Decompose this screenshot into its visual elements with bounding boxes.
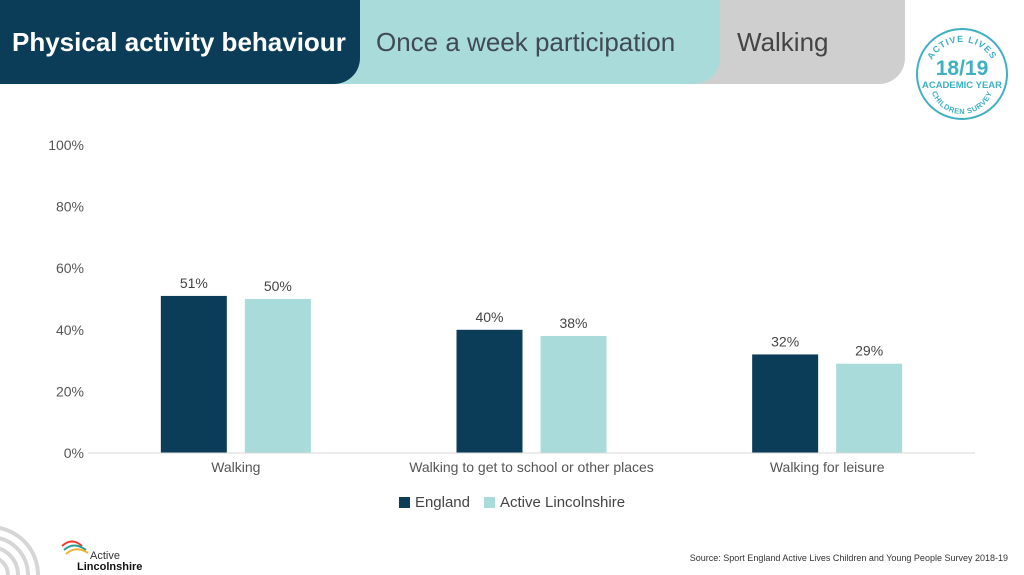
source-note: Source: Sport England Active Lives Child… — [689, 553, 1008, 563]
y-tick-label: 80% — [56, 199, 84, 215]
brand-text-lincolnshire: Lincolnshire — [77, 561, 143, 573]
legend-label-england: England — [414, 494, 470, 511]
data-label: 38% — [559, 315, 587, 331]
legend-item-england: England — [398, 494, 470, 511]
bar-active-lincolnshire — [836, 363, 903, 453]
data-label: 50% — [264, 278, 292, 294]
bar-chart: 0% 20% 40% 60% 80% 100% 51% 50% 40% 38% 32% 29% Wa… — [48, 137, 975, 475]
legend-swatch-active-lincolnshire — [484, 497, 495, 508]
bar-active-lincolnshire — [244, 299, 311, 453]
data-label: 51% — [180, 275, 208, 291]
bar-group: 51% 50% 40% 38% 32% 29% — [160, 275, 903, 453]
chart-legend: England Active Lincolnshire — [0, 494, 1024, 511]
y-tick-label: 0% — [64, 445, 84, 461]
legend-item-active-lincolnshire: Active Lincolnshire — [484, 494, 625, 511]
x-tick-label: Walking — [211, 459, 260, 475]
x-tick-label: Walking for leisure — [770, 459, 885, 475]
bar-active-lincolnshire — [540, 335, 607, 453]
tab-walking[interactable]: Walking — [690, 0, 905, 84]
data-label: 40% — [475, 309, 503, 325]
badge-year: 18/19 — [936, 57, 989, 80]
y-tick-label: 40% — [56, 322, 84, 338]
survey-badge-logo: ACTIVE LIVES 18/19 ACADEMIC YEAR CHILDRE… — [916, 28, 1008, 120]
data-label: 32% — [771, 333, 799, 349]
legend-label-active-lincolnshire: Active Lincolnshire — [500, 494, 626, 511]
bar-england — [752, 354, 819, 453]
tab-walking-label: Walking — [737, 26, 829, 57]
bar-england — [160, 295, 227, 453]
tab-once-a-week-label: Once a week participation — [376, 26, 676, 57]
lincolnshire-logo-mark — [61, 540, 89, 555]
bar-england — [456, 329, 523, 453]
y-tick-label: 20% — [56, 383, 84, 399]
y-tick-label: 60% — [56, 260, 84, 276]
y-axis: 0% 20% 40% 60% 80% 100% — [48, 137, 84, 461]
x-tick-label: Walking to get to school or other places — [409, 459, 654, 475]
badge-middle-text: ACADEMIC YEAR — [922, 80, 1002, 91]
header-bar: Walking Once a week participation Physic… — [0, 0, 1024, 84]
tab-physical-activity-behaviour[interactable]: Physical activity behaviour — [0, 0, 360, 84]
legend-swatch-england — [398, 497, 410, 508]
tab-once-a-week-participation[interactable]: Once a week participation — [300, 0, 720, 84]
x-axis: Walking Walking to get to school or other… — [88, 452, 975, 475]
y-tick-label: 100% — [48, 137, 84, 153]
brand-arcs-decoration — [0, 526, 89, 575]
tab-physical-activity-label: Physical activity behaviour — [12, 26, 346, 57]
data-label: 29% — [855, 343, 883, 359]
brand-text-active: Active — [90, 550, 120, 562]
